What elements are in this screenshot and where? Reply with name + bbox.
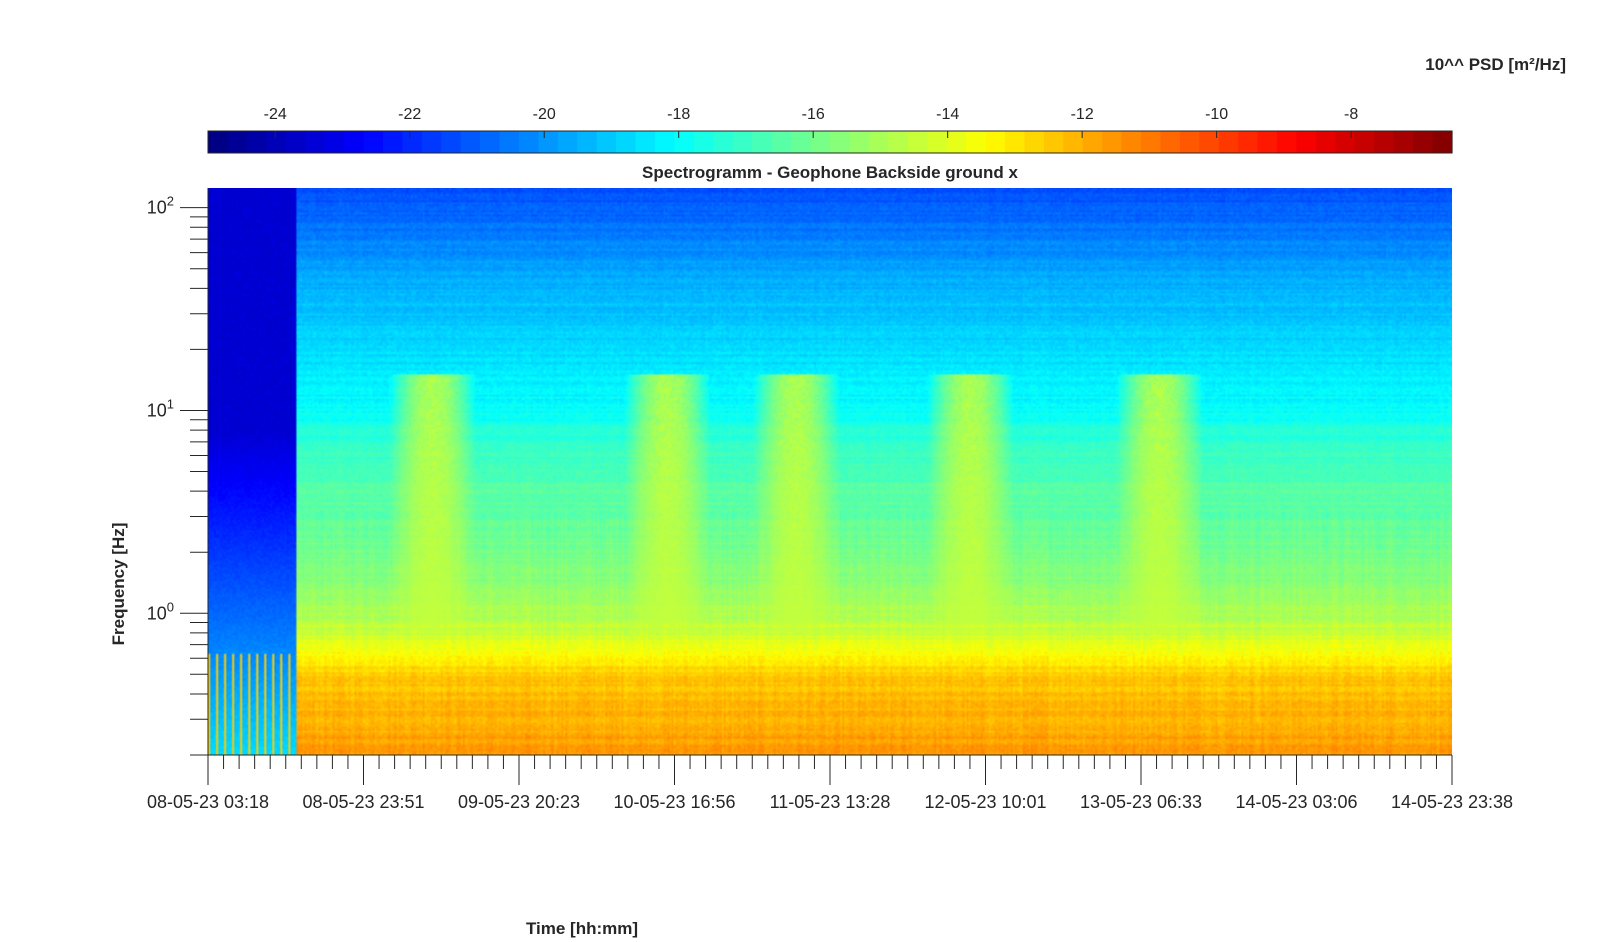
colorbar-cell [849, 131, 870, 153]
y-tick-label: 101 [147, 396, 174, 420]
x-axis: 08-05-23 03:18 08-05-23 23:51 09-05-23 20:… [147, 754, 1513, 812]
x-tick-label: 10-05-23 16:56 [613, 792, 735, 812]
colorbar-cell [227, 131, 248, 153]
colorbar-tick-label: -8 [1344, 106, 1358, 123]
colorbar-cell [1257, 131, 1278, 153]
colorbar-tick-label: -16 [802, 106, 825, 123]
colorbar-cell [985, 131, 1006, 153]
colorbar-cell [966, 131, 987, 153]
colorbar-tick-label: -20 [533, 106, 556, 123]
y-axis: 100 101 102 [147, 188, 209, 756]
colorbar-cell [1296, 131, 1317, 153]
colorbar-cell [460, 131, 481, 153]
colorbar-cell [1179, 131, 1200, 153]
colorbar-tick-label: -22 [398, 106, 421, 123]
colorbar-cell [616, 131, 637, 153]
colorbar-cell [1082, 131, 1103, 153]
colorbar-cell [655, 131, 676, 153]
colorbar-cell [888, 131, 909, 153]
colorbar-cell [1238, 131, 1259, 153]
colorbar-tick-label: -24 [264, 106, 287, 123]
colorbar-cell [1160, 131, 1181, 153]
x-tick-label: 08-05-23 23:51 [302, 792, 424, 812]
x-tick-label: 14-05-23 03:06 [1235, 792, 1357, 812]
colorbar-cell [538, 131, 559, 153]
spectrogram-heatmap [208, 188, 1452, 755]
colorbar-cell [693, 131, 714, 153]
colorbar-cell [421, 131, 442, 153]
colorbar-cell [1374, 131, 1395, 153]
x-tick-label: 13-05-23 06:33 [1080, 792, 1202, 812]
colorbar-cell [344, 131, 365, 153]
colorbar-cell [577, 131, 598, 153]
x-tick-label: 08-05-23 03:18 [147, 792, 269, 812]
colorbar-cell [305, 131, 326, 153]
colorbar-cell [868, 131, 889, 153]
plot-area: 100 101 102 08-05-23 03:18 08-05-23 23:51 09… [147, 188, 1513, 812]
colorbar-cell [208, 131, 229, 153]
x-tick-label: 11-05-23 13:28 [770, 792, 891, 812]
colorbar-cell [635, 131, 656, 153]
colorbar-cell [382, 131, 403, 153]
colorbar-cell [830, 131, 851, 153]
colorbar-tick-label: -14 [936, 106, 959, 123]
colorbar-tick-label: -12 [1071, 106, 1094, 123]
colorbar-cell [1004, 131, 1025, 153]
colorbar-cell [363, 131, 384, 153]
y-axis-label: Frequency [Hz] [109, 523, 128, 646]
colorbar-cell [713, 131, 734, 153]
colorbar-cell [1121, 131, 1142, 153]
colorbar-cell [1354, 131, 1375, 153]
y-tick-label: 100 [147, 599, 174, 623]
colorbar-cell [324, 131, 345, 153]
y-tick-label: 102 [147, 194, 174, 218]
colorbar-cell [246, 131, 267, 153]
x-axis-label: Time [hh:mm] [526, 919, 638, 938]
x-tick-label: 14-05-23 23:38 [1391, 792, 1513, 812]
colorbar-cell [771, 131, 792, 153]
colorbar-cell [1218, 131, 1239, 153]
colorbar-cell [441, 131, 462, 153]
colorbar-cell [907, 131, 928, 153]
colorbar-cell [752, 131, 773, 153]
colorbar-label: 10^^ PSD [m²/Hz] [1425, 55, 1566, 74]
colorbar: -24 -22 -20 -18 -16 -14 -12 -10 -8 10^^ PSD [m²/… [207, 55, 1566, 154]
colorbar-cell [946, 131, 967, 153]
colorbar-cell [1432, 131, 1453, 153]
colorbar-cell [1315, 131, 1336, 153]
colorbar-cell [1141, 131, 1162, 153]
colorbar-cell [810, 131, 831, 153]
colorbar-cell [1063, 131, 1084, 153]
colorbar-ticks: -24 -22 -20 -18 -16 -14 -12 -10 -8 [264, 106, 1358, 138]
x-tick-label: 09-05-23 20:23 [458, 792, 580, 812]
colorbar-cell [596, 131, 617, 153]
colorbar-cell [1024, 131, 1045, 153]
colorbar-cell [732, 131, 753, 153]
colorbar-gradient [208, 131, 1453, 153]
x-tick-label: 12-05-23 10:01 [924, 792, 1046, 812]
colorbar-tick-label: -10 [1205, 106, 1228, 123]
colorbar-cell [519, 131, 540, 153]
colorbar-frame [207, 130, 1453, 154]
colorbar-cell [1043, 131, 1064, 153]
colorbar-cell [1277, 131, 1298, 153]
colorbar-cell [499, 131, 520, 153]
chart-title: Spectrogramm - Geophone Backside ground … [642, 163, 1019, 182]
colorbar-cell [1413, 131, 1434, 153]
colorbar-cell [557, 131, 578, 153]
colorbar-cell [927, 131, 948, 153]
colorbar-cell [674, 131, 695, 153]
colorbar-cell [1199, 131, 1220, 153]
colorbar-cell [480, 131, 501, 153]
colorbar-cell [1102, 131, 1123, 153]
colorbar-tick-label: -18 [667, 106, 690, 123]
colorbar-cell [402, 131, 423, 153]
colorbar-cell [285, 131, 306, 153]
colorbar-cell [1335, 131, 1356, 153]
colorbar-cell [1393, 131, 1414, 153]
colorbar-cell [266, 131, 287, 153]
colorbar-cell [791, 131, 812, 153]
